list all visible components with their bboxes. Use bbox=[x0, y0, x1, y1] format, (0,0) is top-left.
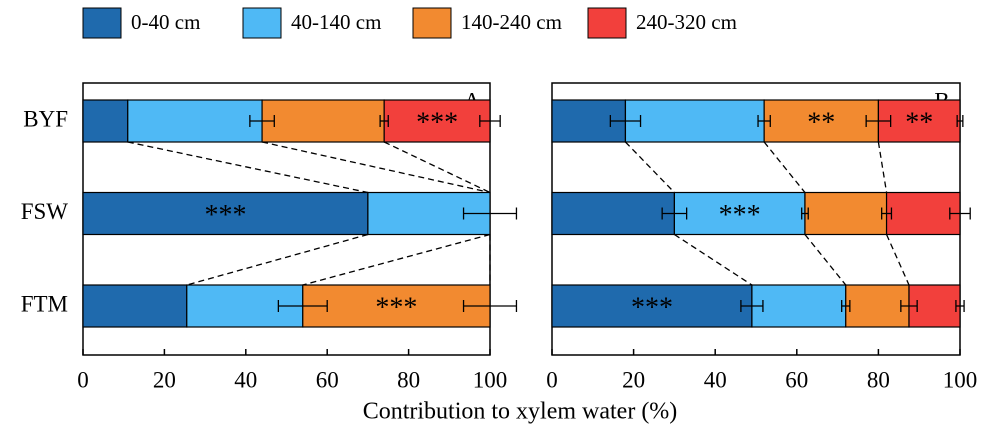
y-tick-label: BYF bbox=[23, 106, 68, 131]
x-tick-label: 80 bbox=[867, 367, 890, 392]
error-bar bbox=[900, 300, 918, 312]
x-tick-label: 20 bbox=[622, 367, 645, 392]
bar-segment bbox=[804, 191, 888, 236]
connector bbox=[674, 233, 753, 286]
bar-segment bbox=[624, 99, 765, 143]
x-tick-label: 100 bbox=[943, 367, 978, 392]
legend-label: 40-140 cm bbox=[291, 10, 381, 34]
error-bar bbox=[609, 115, 642, 127]
error-bar bbox=[757, 115, 771, 127]
x-tick-label: 40 bbox=[704, 367, 727, 392]
error-bar bbox=[462, 300, 518, 312]
error-bar bbox=[479, 115, 501, 127]
error-bar bbox=[955, 300, 965, 312]
x-tick-label: 0 bbox=[546, 367, 558, 392]
error-bar bbox=[379, 115, 389, 127]
legend-label: 0-40 cm bbox=[131, 10, 200, 34]
error-bar bbox=[740, 300, 764, 312]
connector bbox=[624, 141, 675, 193]
bar-segment bbox=[82, 191, 369, 236]
bar-segment bbox=[82, 284, 188, 328]
error-bar bbox=[956, 115, 964, 127]
y-tick-label: FSW bbox=[21, 199, 69, 224]
significance-label: *** bbox=[375, 292, 417, 323]
connector bbox=[885, 234, 910, 286]
connector bbox=[261, 141, 491, 194]
bar-segment bbox=[127, 99, 263, 143]
significance-label: *** bbox=[719, 200, 761, 231]
error-bar bbox=[841, 300, 851, 312]
legend-swatch bbox=[82, 7, 122, 39]
error-bar bbox=[801, 207, 809, 220]
x-tick-label: 60 bbox=[785, 367, 808, 392]
connector bbox=[302, 233, 491, 286]
bar-segment bbox=[82, 99, 129, 143]
bar-segment bbox=[673, 191, 806, 236]
x-tick-label: 100 bbox=[473, 367, 508, 392]
bar-segment bbox=[261, 99, 385, 143]
y-tick-label: FTM bbox=[21, 291, 68, 316]
connector bbox=[877, 141, 888, 193]
bar-segment bbox=[383, 99, 491, 143]
x-tick-label: 80 bbox=[397, 367, 420, 392]
connector bbox=[383, 141, 491, 194]
significance-label: *** bbox=[416, 107, 458, 138]
x-tick-label: 0 bbox=[77, 367, 89, 392]
bar-segment bbox=[763, 99, 879, 143]
x-axis-label: Contribution to xylem water (%) bbox=[363, 399, 678, 425]
significance-label: ** bbox=[905, 107, 933, 138]
connector bbox=[763, 141, 806, 193]
legend-swatch bbox=[242, 7, 282, 39]
error-bar bbox=[865, 115, 892, 127]
error-bar bbox=[661, 207, 688, 220]
bar-segment bbox=[885, 191, 961, 236]
error-bar bbox=[462, 207, 518, 220]
significance-label: *** bbox=[204, 200, 246, 231]
significance-label: *** bbox=[631, 292, 673, 323]
bar-segment bbox=[551, 191, 676, 236]
legend-swatch bbox=[587, 7, 627, 39]
significance-label: ** bbox=[807, 107, 835, 138]
legend-label: 140-240 cm bbox=[461, 10, 562, 34]
x-tick-label: 60 bbox=[316, 367, 339, 392]
connector bbox=[186, 233, 369, 286]
legend-label: 240-320 cm bbox=[636, 10, 737, 34]
error-bar bbox=[881, 207, 893, 220]
x-tick-label: 40 bbox=[234, 367, 257, 392]
error-bar bbox=[249, 115, 275, 127]
connector bbox=[127, 141, 369, 194]
bar-segment bbox=[845, 284, 910, 328]
error-bar bbox=[949, 207, 971, 220]
connector bbox=[804, 234, 847, 286]
error-bar bbox=[277, 300, 328, 312]
bar-segment bbox=[751, 284, 847, 328]
x-tick-label: 20 bbox=[153, 367, 176, 392]
bar-segment bbox=[302, 284, 491, 328]
legend-swatch bbox=[412, 7, 452, 39]
